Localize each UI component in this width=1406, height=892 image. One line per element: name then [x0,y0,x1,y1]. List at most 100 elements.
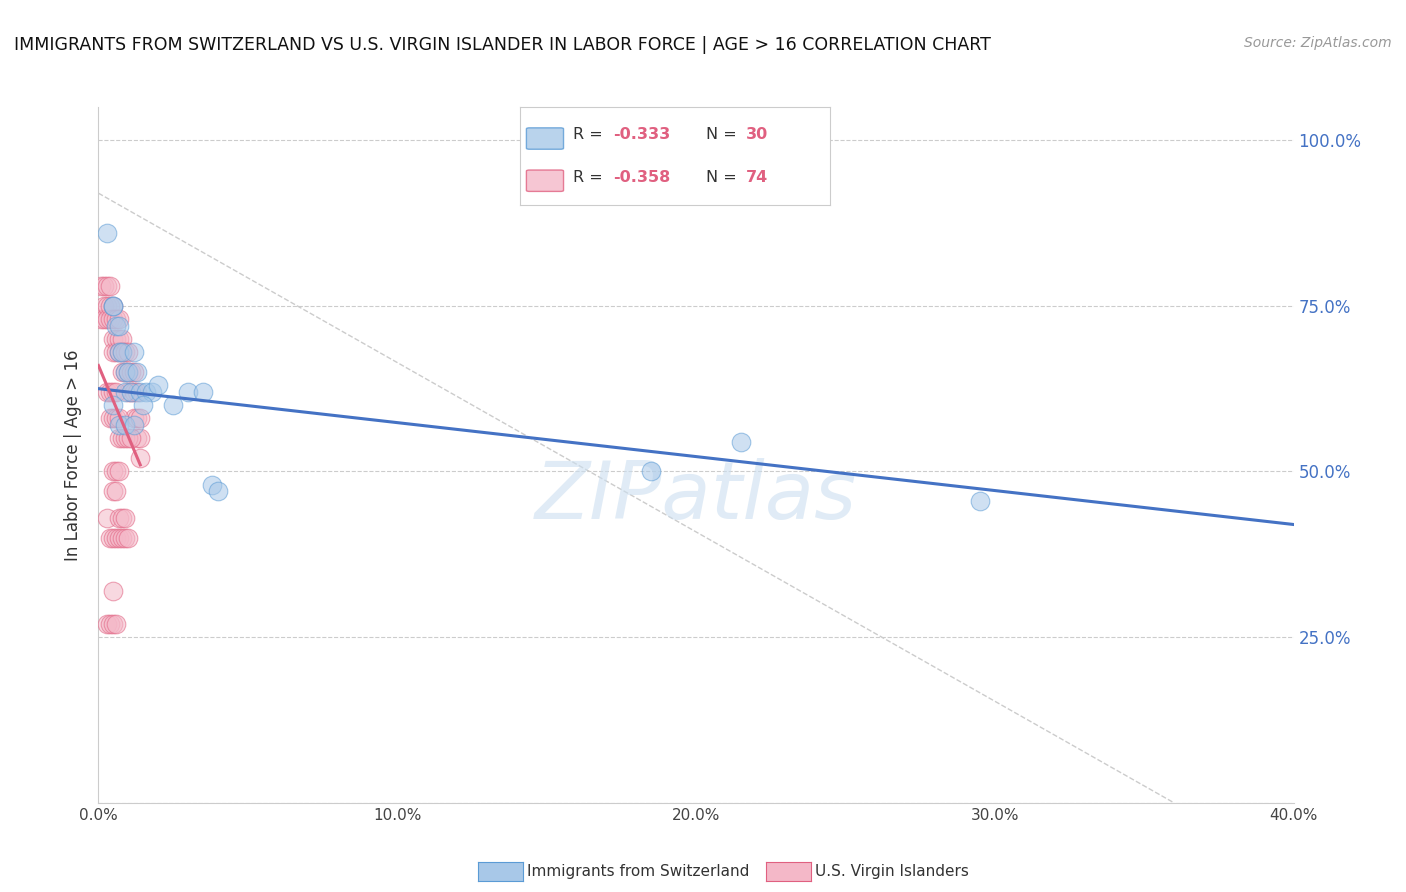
Point [98,531,122,545]
Point [96,226,118,240]
Point [103,616,125,631]
Point [98,312,122,326]
Point [129,431,152,445]
Point [132,398,155,412]
Point [114,365,136,379]
Point [148,378,170,392]
Point [114,345,136,359]
Point [103,332,125,346]
Point [90,312,112,326]
Point [105,465,128,479]
Text: R =: R = [572,127,607,142]
Point [201,477,224,491]
Point [191,384,214,399]
Text: N =: N = [706,127,742,142]
Point [108,511,131,525]
Point [114,511,136,525]
Point [124,365,146,379]
Point [108,345,131,359]
Point [108,318,131,333]
Point [117,531,139,545]
Point [103,583,125,598]
Point [93,312,115,326]
Point [96,511,118,525]
Point [103,465,125,479]
Point [114,431,136,445]
Point [103,312,125,326]
Point [141,384,163,399]
Point [124,384,146,399]
Point [111,345,134,359]
Text: 74: 74 [747,170,768,186]
Point [105,616,128,631]
Point [98,299,122,313]
Text: -0.358: -0.358 [613,170,671,186]
Point [108,312,131,326]
Point [105,484,128,499]
Point [105,312,128,326]
Point [124,418,146,433]
Point [96,299,118,313]
Point [98,279,122,293]
Point [105,411,128,425]
Point [103,411,125,425]
Point [117,365,139,379]
Point [105,318,128,333]
Text: Immigrants from Switzerland: Immigrants from Switzerland [527,864,749,879]
Point [103,299,125,313]
Point [108,332,131,346]
Point [111,511,134,525]
Point [111,365,134,379]
Point [730,434,752,449]
Point [111,345,134,359]
Point [108,531,131,545]
Point [969,494,991,508]
Y-axis label: In Labor Force | Age > 16: In Labor Force | Age > 16 [65,349,83,561]
Point [124,411,146,425]
Point [96,616,118,631]
Text: IMMIGRANTS FROM SWITZERLAND VS U.S. VIRGIN ISLANDER IN LABOR FORCE | AGE > 16 CO: IMMIGRANTS FROM SWITZERLAND VS U.S. VIRG… [14,36,991,54]
Point [103,531,125,545]
Point [127,384,149,399]
Text: R =: R = [572,170,607,186]
Point [117,365,139,379]
Point [93,299,115,313]
Point [108,411,131,425]
Point [124,345,146,359]
Point [127,365,149,379]
Point [162,398,184,412]
Point [114,384,136,399]
Point [96,384,118,399]
Point [103,299,125,313]
Point [105,384,128,399]
Point [105,332,128,346]
Point [103,398,125,412]
Point [114,531,136,545]
Point [111,332,134,346]
Point [117,431,139,445]
Point [135,384,157,399]
Point [120,431,142,445]
Point [120,384,142,399]
Point [177,384,200,399]
Point [640,465,662,479]
FancyBboxPatch shape [526,128,564,149]
Text: U.S. Virgin Islanders: U.S. Virgin Islanders [815,864,969,879]
Point [108,418,131,433]
Text: N =: N = [706,170,742,186]
Point [103,384,125,399]
Text: 30: 30 [747,127,768,142]
Text: Source: ZipAtlas.com: Source: ZipAtlas.com [1244,36,1392,50]
Point [108,345,131,359]
Point [127,431,149,445]
Text: -0.333: -0.333 [613,127,671,142]
Point [120,384,142,399]
FancyBboxPatch shape [526,170,564,192]
Point [98,384,122,399]
Point [114,418,136,433]
Point [129,451,152,466]
Point [129,411,152,425]
Point [114,365,136,379]
Point [96,279,118,293]
Point [103,299,125,313]
